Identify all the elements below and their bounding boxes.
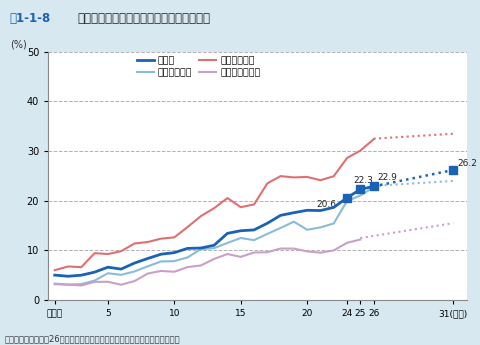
Text: 26.2: 26.2 xyxy=(456,159,476,168)
Text: 20.6: 20.6 xyxy=(316,200,336,209)
Text: 製造業の海外現地生産比率の推移と見通し: 製造業の海外現地生産比率の推移と見通し xyxy=(77,12,210,25)
Text: 図1-1-8: 図1-1-8 xyxy=(10,12,51,25)
Text: 資料：内閣府「平成26年度企業行動に関するアンケート調査」概要より作成: 資料：内閣府「平成26年度企業行動に関するアンケート調査」概要より作成 xyxy=(5,334,180,343)
Text: 22.9: 22.9 xyxy=(377,174,396,183)
Text: 22.3: 22.3 xyxy=(353,176,373,185)
Text: (%): (%) xyxy=(11,39,27,49)
Legend: 製造業, 素材型製造業, 加工型製造業, その他の製造業: 製造業, 素材型製造業, 加工型製造業, その他の製造業 xyxy=(136,57,260,77)
